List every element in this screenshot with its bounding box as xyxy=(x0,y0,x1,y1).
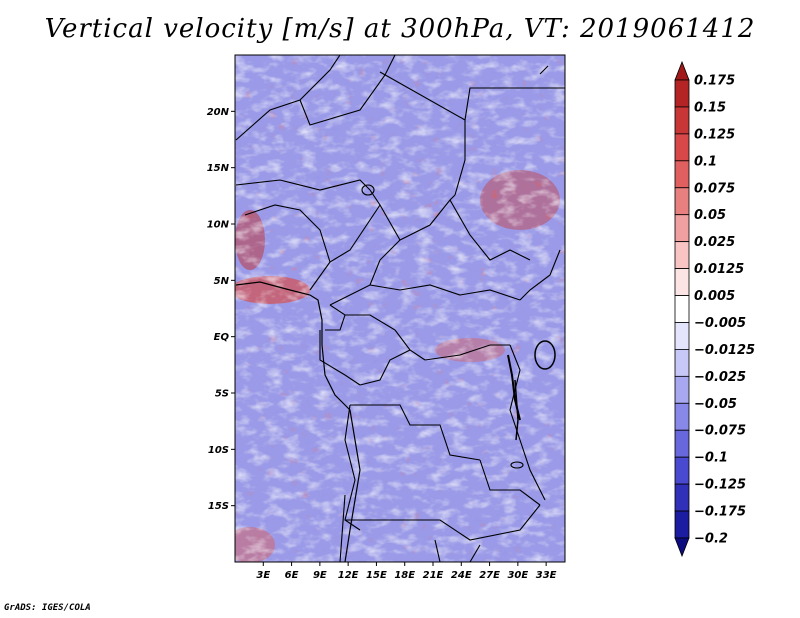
colorbar-segment xyxy=(674,375,690,404)
lon-tick-label: 12E xyxy=(338,570,359,581)
colorbar-top-arrow xyxy=(674,60,690,81)
colorbar-label: −0.005 xyxy=(694,316,746,331)
colorbar-label: −0.175 xyxy=(694,505,746,520)
map-axes: 20N 15N 10N 5N EQ 5S 10S 15S 3E 6E 9E 12E 15E 18E 21E 2… xyxy=(207,107,557,581)
colorbar-label: −0.2 xyxy=(694,532,728,547)
colorbar-label: 0.0125 xyxy=(694,262,744,277)
colorbar-segment xyxy=(674,160,690,189)
colorbar-label: −0.05 xyxy=(694,397,737,412)
colorbar-segment xyxy=(674,295,690,323)
colorbar-bottom-arrow xyxy=(674,537,690,558)
lon-tick-label: 18E xyxy=(394,570,415,581)
colorbar-label: 0.125 xyxy=(694,127,735,142)
lon-tick-label: 6E xyxy=(285,570,299,581)
velocity-field xyxy=(235,55,565,562)
lon-tick-label: 33E xyxy=(536,570,557,581)
colorbar-segment xyxy=(674,106,690,135)
colorbar-label: −0.075 xyxy=(694,424,746,439)
colorbar-segment xyxy=(674,402,690,431)
colorbar-segment xyxy=(674,483,690,512)
colorbar: 0.175 0.15 0.125 0.1 0.075 0.05 0.025 0.0125 0.0… xyxy=(674,60,755,558)
lat-tick-label: 10S xyxy=(208,445,229,456)
lat-tick-label: 20N xyxy=(207,107,230,118)
lat-tick-label: 10N xyxy=(207,220,230,231)
colorbar-label: 0.005 xyxy=(694,289,735,304)
lon-tick-label: 30E xyxy=(507,570,528,581)
lon-tick-label: 24E xyxy=(451,570,472,581)
lon-tick-label: 27E xyxy=(479,570,500,581)
colorbar-label: −0.1 xyxy=(694,451,728,466)
colorbar-segment xyxy=(674,214,690,243)
colorbar-label: 0.15 xyxy=(694,100,726,115)
colorbar-label: −0.0125 xyxy=(694,343,755,358)
colorbar-segment xyxy=(674,349,690,377)
colorbar-segment xyxy=(674,456,690,485)
colorbar-segment xyxy=(674,133,690,162)
colorbar-label: 0.175 xyxy=(694,74,735,89)
lon-tick-label: 9E xyxy=(313,570,327,581)
colorbar-segment xyxy=(674,79,690,108)
colorbar-segment xyxy=(674,429,690,458)
colorbar-segment xyxy=(674,322,690,350)
colorbar-segment xyxy=(674,268,690,296)
colorbar-label: 0.075 xyxy=(694,181,735,196)
colorbar-label: 0.025 xyxy=(694,235,735,250)
lat-tick-label: EQ xyxy=(214,332,230,343)
colorbar-label: −0.125 xyxy=(694,478,746,493)
colorbar-segment xyxy=(674,510,690,539)
lat-tick-label: 5S xyxy=(215,389,229,400)
lat-tick-label: 15N xyxy=(207,163,230,174)
lon-tick-label: 15E xyxy=(366,570,387,581)
lat-tick-label: 15S xyxy=(208,501,229,512)
grads-credit: GrADS: IGES/COLA xyxy=(4,603,91,613)
map-frame xyxy=(234,54,566,563)
colorbar-label: 0.05 xyxy=(694,208,726,223)
colorbar-segment xyxy=(674,241,690,269)
lat-tick-label: 5N xyxy=(214,276,230,287)
map-title: Vertical velocity [m/s] at 300hPa, VT: 2… xyxy=(44,14,756,44)
colorbar-segment xyxy=(674,187,690,216)
lon-tick-label: 21E xyxy=(423,570,444,581)
colorbar-label: 0.1 xyxy=(694,154,717,169)
lon-tick-label: 3E xyxy=(256,570,270,581)
colorbar-label: −0.025 xyxy=(694,370,746,385)
